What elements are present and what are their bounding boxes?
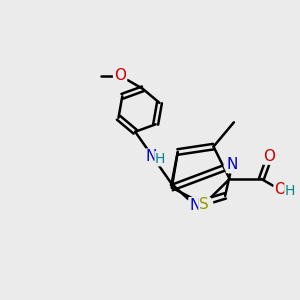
Text: O: O bbox=[263, 149, 275, 164]
Circle shape bbox=[195, 195, 213, 213]
Circle shape bbox=[262, 150, 276, 164]
Circle shape bbox=[146, 150, 161, 166]
Circle shape bbox=[224, 157, 240, 173]
Text: O: O bbox=[274, 182, 286, 197]
Circle shape bbox=[273, 183, 287, 197]
Text: O: O bbox=[115, 68, 127, 83]
Text: N: N bbox=[226, 158, 238, 172]
Circle shape bbox=[113, 69, 128, 83]
Text: N: N bbox=[189, 198, 200, 213]
Text: N: N bbox=[146, 149, 157, 164]
Text: H: H bbox=[285, 184, 295, 198]
Circle shape bbox=[187, 197, 203, 213]
Text: H: H bbox=[155, 152, 166, 166]
Text: S: S bbox=[199, 197, 209, 212]
